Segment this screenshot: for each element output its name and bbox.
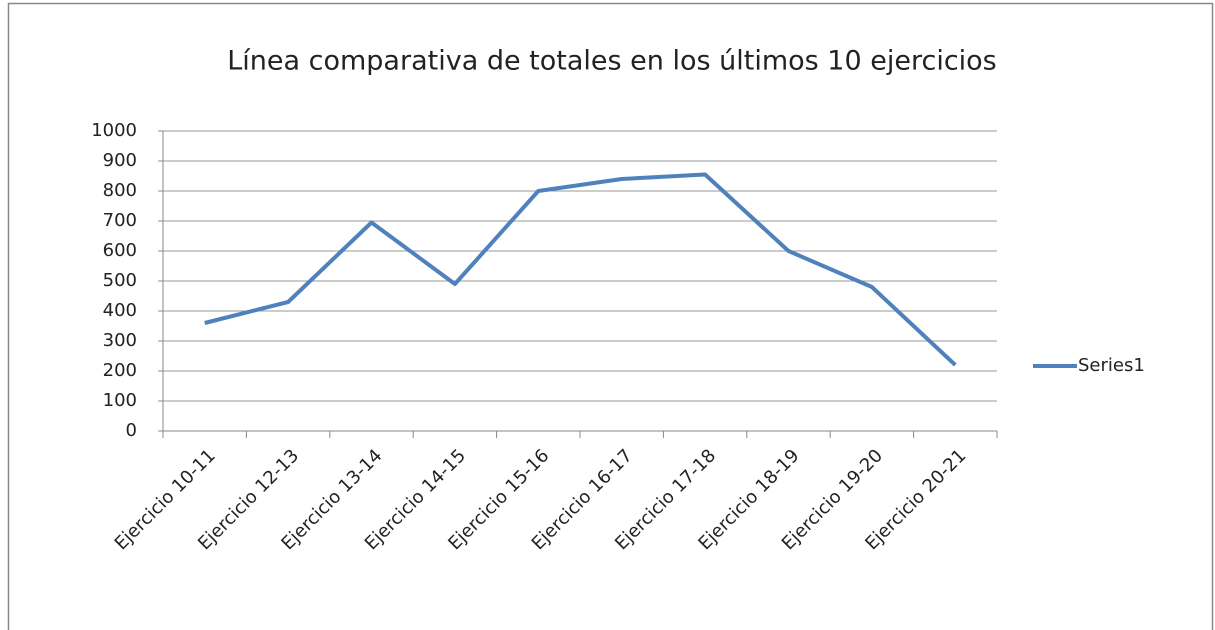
y-tick-label: 900 xyxy=(103,150,137,171)
y-tick-label: 800 xyxy=(103,180,137,201)
y-tick-label: 0 xyxy=(126,420,137,441)
line-series xyxy=(204,172,957,367)
y-tick-label: 600 xyxy=(103,240,137,261)
y-tick-label: 300 xyxy=(103,330,137,351)
y-tick-label: 100 xyxy=(103,390,137,411)
y-tick-label: 400 xyxy=(103,300,137,321)
legend-label: Series1 xyxy=(1078,355,1145,376)
y-tick-label: 200 xyxy=(103,360,137,381)
y-tick-label: 500 xyxy=(103,270,137,291)
chart-frame xyxy=(7,2,1214,630)
chart-title: Línea comparativa de totales en los últi… xyxy=(227,46,997,77)
y-tick-label: 700 xyxy=(103,210,137,231)
y-tick-label: 1000 xyxy=(91,120,137,141)
